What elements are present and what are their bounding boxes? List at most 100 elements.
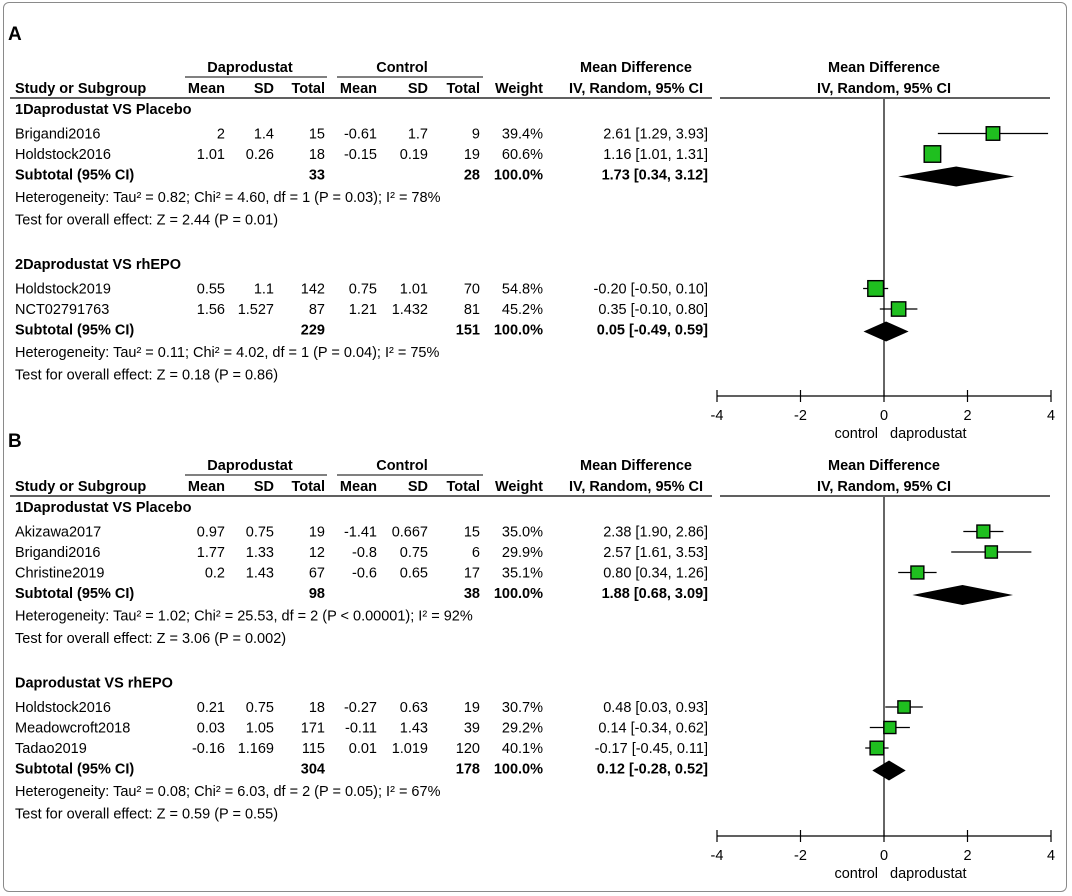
- favours-right-label: daprodustat: [890, 426, 967, 442]
- panel-label: B: [8, 431, 22, 452]
- effect-marker: [869, 740, 885, 756]
- cell-sd-treatment: 1.1: [254, 282, 274, 298]
- cell-weight: 35.1%: [502, 566, 543, 582]
- plot-title: Mean Difference: [828, 458, 940, 474]
- study-name: NCT02791763: [15, 302, 109, 318]
- cell-mean-control: 0.01: [349, 741, 377, 757]
- cell-ci: 2.61 [1.29, 3.93]: [603, 127, 708, 143]
- cell-sd-control: 0.75: [400, 545, 428, 561]
- cell-sd-treatment: 1.43: [246, 566, 274, 582]
- figure-frame: [3, 2, 1067, 892]
- subtotal-diamond: [872, 760, 906, 781]
- cell-total-treatment: 15: [309, 127, 325, 143]
- cell-total-control: 120: [456, 741, 480, 757]
- cell-total-treatment: 142: [301, 282, 325, 298]
- subtotal-weight: 100.0%: [494, 323, 543, 339]
- effect-marker: [883, 720, 897, 735]
- cell-total-treatment: 171: [301, 721, 325, 737]
- subtotal-weight: 100.0%: [494, 586, 543, 602]
- effect-marker: [984, 545, 999, 559]
- overall-effect-text: Test for overall effect: Z = 3.06 (P = 0…: [15, 631, 286, 647]
- cell-total-control: 39: [464, 721, 480, 737]
- study-name: Tadao2019: [15, 741, 87, 757]
- panel-label: A: [8, 24, 22, 45]
- subtotal-total-control: 28: [464, 168, 480, 184]
- cell-mean-control: -0.15: [344, 147, 377, 163]
- header-mean-treatment: Mean: [188, 81, 225, 97]
- cell-ci: 2.57 [1.61, 3.53]: [603, 545, 708, 561]
- effect-marker: [923, 145, 942, 163]
- header-md-subtitle: IV, Random, 95% CI: [569, 479, 703, 495]
- cell-total-control: 70: [464, 282, 480, 298]
- subtotal-label: Subtotal (95% CI): [15, 323, 134, 339]
- cell-total-control: 19: [464, 147, 480, 163]
- cell-mean-control: -1.41: [344, 525, 377, 541]
- cell-ci: 0.35 [-0.10, 0.80]: [598, 302, 708, 318]
- study-name: Akizawa2017: [15, 525, 101, 541]
- subtotal-ci: 0.05 [-0.49, 0.59]: [597, 323, 708, 339]
- cell-mean-treatment: 1.77: [197, 545, 225, 561]
- subgroup-title: 1Daprodustat VS Placebo: [15, 102, 192, 118]
- subtotal-label: Subtotal (95% CI): [15, 586, 134, 602]
- header-group-control: Control: [376, 458, 428, 474]
- header-sd-control: SD: [408, 81, 428, 97]
- cell-sd-control: 1.01: [400, 282, 428, 298]
- x-tick-label: 0: [880, 848, 888, 864]
- cell-weight: 45.2%: [502, 302, 543, 318]
- cell-total-control: 81: [464, 302, 480, 318]
- header-md-title: Mean Difference: [580, 458, 692, 474]
- favours-left-label: control: [834, 426, 878, 442]
- cell-sd-control: 0.667: [392, 525, 428, 541]
- subgroup-title: 2Daprodustat VS rhEPO: [15, 257, 181, 273]
- subtotal-weight: 100.0%: [494, 168, 543, 184]
- x-tick-label: 0: [880, 408, 888, 424]
- x-tick-label: -2: [794, 848, 807, 864]
- header-mean-control: Mean: [340, 479, 377, 495]
- header-study: Study or Subgroup: [15, 479, 146, 495]
- header-total-treatment: Total: [291, 81, 325, 97]
- effect-marker: [867, 279, 885, 298]
- cell-mean-treatment: 0.97: [197, 525, 225, 541]
- cell-mean-treatment: 2: [217, 127, 225, 143]
- cell-weight: 39.4%: [502, 127, 543, 143]
- cell-total-control: 19: [464, 700, 480, 716]
- study-name: Holdstock2016: [15, 147, 111, 163]
- cell-mean-treatment: 0.2: [205, 566, 225, 582]
- cell-ci: -0.20 [-0.50, 0.10]: [594, 282, 708, 298]
- x-tick-label: 2: [963, 408, 971, 424]
- study-name: Christine2019: [15, 566, 104, 582]
- cell-sd-control: 1.019: [392, 741, 428, 757]
- overall-effect-text: Test for overall effect: Z = 0.18 (P = 0…: [15, 368, 278, 384]
- study-name: Meadowcroft2018: [15, 721, 130, 737]
- plot-subtitle: IV, Random, 95% CI: [817, 81, 951, 97]
- subtotal-total-treatment: 33: [309, 168, 325, 184]
- header-total-control: Total: [446, 479, 480, 495]
- cell-sd-control: 0.19: [400, 147, 428, 163]
- cell-weight: 35.0%: [502, 525, 543, 541]
- cell-sd-treatment: 1.33: [246, 545, 274, 561]
- cell-mean-control: -0.27: [344, 700, 377, 716]
- cell-mean-treatment: 1.56: [197, 302, 225, 318]
- header-total-control: Total: [446, 81, 480, 97]
- cell-ci: 1.16 [1.01, 1.31]: [603, 147, 708, 163]
- subtotal-ci: 1.88 [0.68, 3.09]: [602, 586, 709, 602]
- study-name: Holdstock2019: [15, 282, 111, 298]
- subtotal-diamond: [898, 166, 1015, 187]
- cell-sd-treatment: 1.527: [238, 302, 274, 318]
- subtotal-ci: 0.12 [-0.28, 0.52]: [597, 762, 708, 778]
- cell-sd-control: 1.432: [392, 302, 428, 318]
- header-study: Study or Subgroup: [15, 81, 146, 97]
- cell-total-treatment: 115: [302, 741, 325, 757]
- study-name: Holdstock2016: [15, 700, 111, 716]
- cell-total-treatment: 87: [309, 302, 325, 318]
- cell-mean-treatment: 0.21: [197, 700, 225, 716]
- overall-effect-text: Test for overall effect: Z = 2.44 (P = 0…: [15, 213, 278, 229]
- plot-title: Mean Difference: [828, 60, 940, 76]
- cell-total-treatment: 18: [309, 147, 325, 163]
- cell-total-treatment: 12: [309, 545, 325, 561]
- cell-sd-control: 1.7: [408, 127, 428, 143]
- header-group-treatment: Daprodustat: [207, 458, 293, 474]
- cell-mean-control: -0.6: [352, 566, 377, 582]
- subtotal-total-treatment: 229: [301, 323, 325, 339]
- cell-mean-treatment: 0.03: [197, 721, 225, 737]
